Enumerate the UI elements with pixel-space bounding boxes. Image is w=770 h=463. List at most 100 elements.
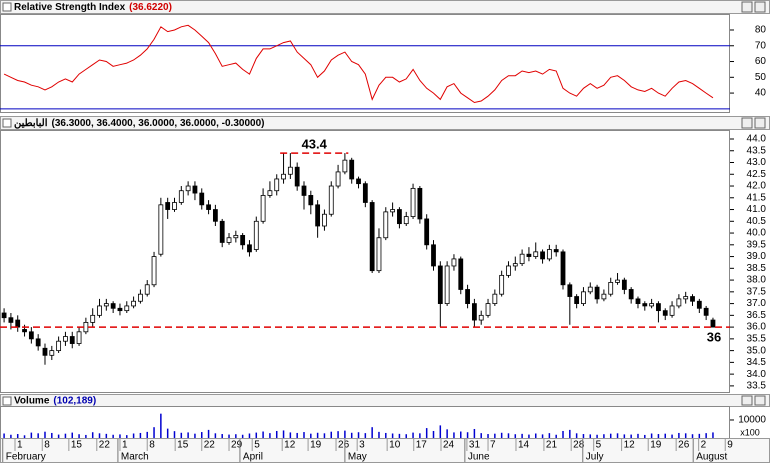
volume-bar <box>78 434 80 438</box>
panel-icon[interactable] <box>2 2 12 12</box>
candle-body <box>56 340 62 352</box>
candle-body <box>417 187 423 220</box>
x-tick-label: 29 <box>231 440 243 451</box>
y-tick-label: 10000 <box>738 415 766 426</box>
restore-button[interactable] <box>741 117 753 129</box>
volume-bar <box>500 432 503 438</box>
volume-bar <box>255 432 258 438</box>
candle-body <box>424 218 430 246</box>
candle-body <box>451 258 457 267</box>
y-tick-label: 33.5 <box>747 381 767 392</box>
volume-bar <box>569 429 571 438</box>
candle-body <box>642 303 648 307</box>
close-button[interactable] <box>754 117 766 129</box>
panel-icon[interactable] <box>2 396 12 406</box>
candle-body <box>260 195 266 222</box>
candle-body <box>206 204 211 210</box>
volume-bar <box>3 433 5 438</box>
volume-bar <box>385 432 387 438</box>
volume-bar <box>480 433 482 438</box>
restore-button[interactable] <box>741 395 753 406</box>
candle-body <box>42 347 48 356</box>
candle-body <box>512 263 518 267</box>
candle-body <box>103 303 109 307</box>
x-tick-label: 22 <box>204 440 216 451</box>
volume-bar <box>630 434 632 438</box>
volume-bar <box>282 430 285 438</box>
candle-body <box>369 202 375 272</box>
volume-bar <box>555 434 557 438</box>
panel-icon[interactable] <box>2 118 12 128</box>
candle-body <box>383 211 389 239</box>
volume-bar <box>453 432 455 438</box>
volume-bar <box>241 434 244 438</box>
volume-bar <box>187 432 189 438</box>
volume-bar <box>705 433 707 438</box>
volume-bar <box>432 430 435 438</box>
volume-bar <box>548 433 551 438</box>
x-tick-label: 17 <box>416 440 428 451</box>
volume-bar <box>112 434 114 438</box>
volume-bar <box>364 433 367 438</box>
y-tick-label: 36.5 <box>747 310 767 321</box>
candle-body <box>90 314 96 323</box>
volume-bar <box>153 427 155 438</box>
candle-body <box>247 244 252 253</box>
candle-body <box>437 265 443 304</box>
candle-body <box>308 195 314 206</box>
panel-title: Volume <box>14 396 50 407</box>
volume-bar <box>10 434 12 438</box>
candle-body <box>253 220 259 250</box>
volume-bar <box>494 433 496 438</box>
volume-bar <box>228 434 230 438</box>
x-tick-label: 1 <box>122 440 128 451</box>
month-label: February <box>6 452 46 463</box>
volume-bar <box>582 434 585 438</box>
candle-body <box>710 319 716 328</box>
candle-body <box>178 190 184 203</box>
month-label: May <box>348 452 367 463</box>
volume-bar <box>310 433 312 438</box>
panel-title: Relative Strength Index <box>14 2 126 13</box>
volume-bar <box>637 433 639 438</box>
month-label: August <box>696 452 727 463</box>
y-tick-label: 40.0 <box>747 228 767 239</box>
close-button[interactable] <box>754 1 766 13</box>
volume-bar <box>391 433 394 438</box>
volume-bar <box>221 434 223 438</box>
candle-body <box>560 251 566 286</box>
candle-body <box>110 303 116 309</box>
candle-body <box>471 303 477 321</box>
panel-header <box>0 394 770 407</box>
candle-body <box>267 190 273 196</box>
volume-bar <box>487 434 489 438</box>
x-tick-label: 14 <box>518 440 530 451</box>
volume-bar <box>712 432 714 438</box>
x-tick-label: 1 <box>17 440 23 451</box>
x-tick-label: 28 <box>573 440 585 451</box>
volume-bar <box>71 432 74 438</box>
panel-title: البابطين <box>14 118 48 129</box>
candle-body <box>526 253 532 257</box>
candle-body <box>533 251 539 257</box>
candle-body <box>15 319 21 328</box>
volume-bar <box>541 434 544 438</box>
candle-body <box>431 244 436 267</box>
window-buttons <box>741 1 766 406</box>
candle-body <box>165 202 171 210</box>
candle-body <box>376 237 382 272</box>
candle-body <box>1 312 7 319</box>
y-tick-label: 42.0 <box>747 181 767 192</box>
candle-body <box>499 274 505 295</box>
restore-button[interactable] <box>741 1 753 13</box>
candle-body <box>22 329 27 333</box>
y-tick-label: 40.5 <box>747 216 767 227</box>
y-tick-label: 43.0 <box>747 157 767 168</box>
close-button[interactable] <box>754 395 766 406</box>
candle-body <box>696 300 702 309</box>
volume-bar <box>180 432 183 438</box>
candle-body <box>185 185 191 192</box>
candle-body <box>233 234 239 239</box>
volume-bar <box>698 433 701 438</box>
